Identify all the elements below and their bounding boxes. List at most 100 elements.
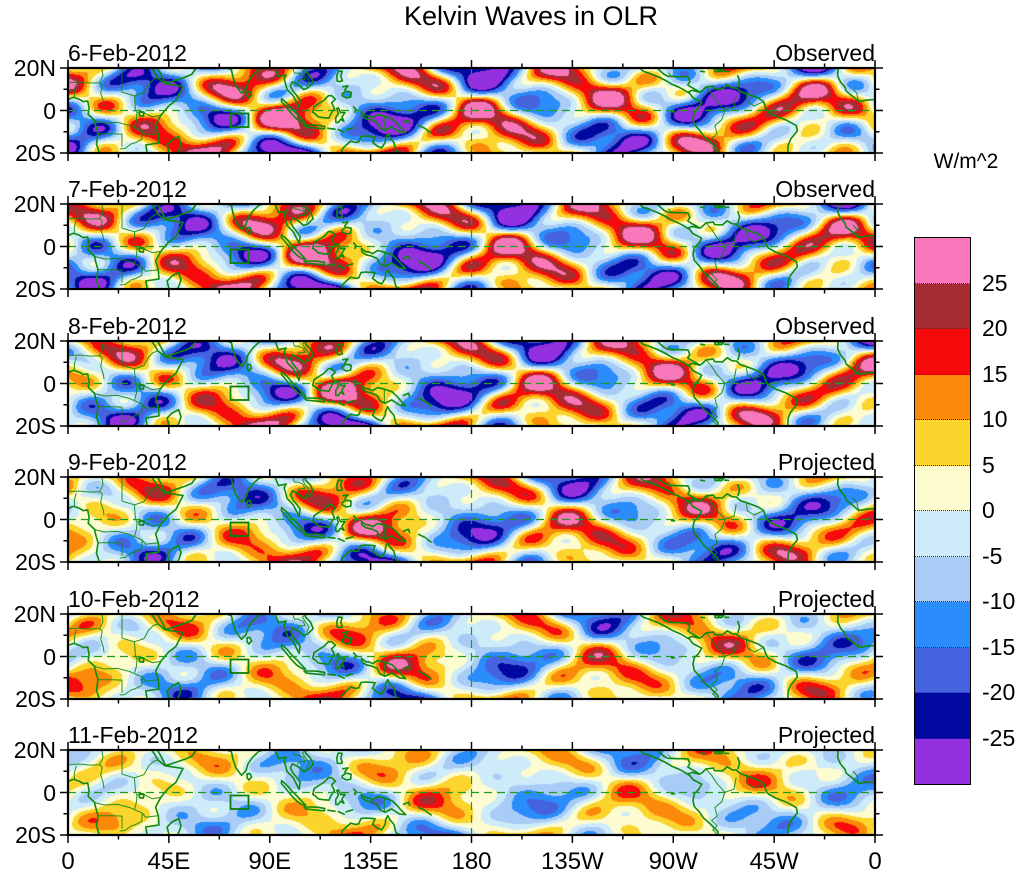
panel-frame — [66, 202, 877, 291]
map-overlay — [60, 333, 883, 434]
y-tick-label: 20S — [15, 413, 56, 439]
reference-box — [229, 794, 250, 810]
map-panel-1: 6-Feb-2012 Observed 20N 0 20S — [14, 40, 883, 165]
x-tick-label: 0 — [61, 848, 75, 875]
map-panel-4: 9-Feb-2012 Projected 20N 0 20S — [14, 449, 883, 574]
colorbar-segment — [915, 602, 970, 648]
y-tick-label: 20N — [13, 464, 56, 490]
y-tick-label: 20N — [13, 601, 56, 627]
x-tick-label: 180 — [451, 848, 492, 875]
panel-date-label: 7-Feb-2012 — [68, 176, 187, 202]
y-tick-label: 0 — [43, 507, 56, 533]
x-tick-label: 90E — [248, 848, 292, 875]
panel-frame — [66, 339, 877, 428]
panel-date-label: 9-Feb-2012 — [68, 449, 187, 475]
y-tick-label: 0 — [43, 234, 56, 260]
y-tick-label: 20N — [13, 191, 56, 217]
coastlines — [67, 67, 876, 154]
colorbar-tick-label: 20 — [982, 315, 1008, 341]
y-tick-label: 20N — [13, 55, 56, 81]
panel-mode-label: Projected — [777, 722, 875, 748]
y-tick-label: 20N — [13, 328, 56, 354]
map-overlay — [60, 60, 883, 161]
colorbar-tick-label: 10 — [982, 406, 1008, 432]
reference-box — [229, 521, 250, 537]
y-tick-label: 20S — [15, 686, 56, 712]
reference-box — [229, 248, 250, 264]
x-tick-label: 135E — [342, 848, 399, 875]
reference-box — [229, 385, 250, 401]
colorbar-segment — [915, 238, 970, 284]
reference-box — [229, 112, 250, 128]
colorbar — [914, 237, 971, 785]
reference-box — [229, 658, 250, 674]
colorbar-segment — [915, 374, 970, 420]
colorbar-segment — [915, 647, 970, 693]
chart-title: Kelvin Waves in OLR — [403, 1, 659, 31]
panel-date-label: 6-Feb-2012 — [68, 40, 187, 66]
panel-mode-label: Projected — [777, 449, 875, 475]
map-overlay — [60, 606, 883, 707]
x-tick-label: 0 — [868, 848, 882, 875]
colorbar-segment — [915, 738, 970, 784]
coastlines — [67, 476, 876, 563]
panel-date-label: 10-Feb-2012 — [68, 586, 200, 612]
y-tick-label: 0 — [43, 644, 56, 670]
y-tick-label: 0 — [43, 780, 56, 806]
panel-mode-label: Observed — [775, 313, 875, 339]
coastlines — [67, 613, 876, 700]
colorbar-tick-label: -20 — [982, 679, 1016, 705]
y-tick-label: 20S — [15, 276, 56, 302]
colorbar-units-label: W/m^2 — [933, 150, 999, 173]
panel-frame — [66, 66, 877, 155]
country-borders — [67, 613, 860, 700]
colorbar-segment — [915, 283, 970, 329]
map-panel-6: 11-Feb-2012 Projected 20N 0 20S — [14, 722, 883, 847]
colorbar-tick-label: -5 — [982, 542, 1003, 569]
map-panel-5: 10-Feb-2012 Projected 20N 0 20S — [14, 586, 883, 711]
x-tick-label: 90W — [648, 848, 698, 875]
colorbar-segment — [915, 511, 970, 557]
y-tick-label: 0 — [43, 371, 56, 397]
colorbar-tick-label: -15 — [982, 633, 1016, 660]
map-overlay — [60, 196, 883, 297]
y-tick-label: 0 — [43, 98, 56, 124]
panel-mode-label: Observed — [775, 176, 875, 202]
country-borders — [67, 203, 860, 290]
colorbar-segment — [915, 420, 970, 466]
panel-date-label: 11-Feb-2012 — [68, 722, 198, 748]
map-panel-2: 7-Feb-2012 Observed 20N 0 20S — [14, 176, 883, 301]
colorbar-tick-label: -10 — [982, 588, 1016, 614]
country-borders — [67, 749, 860, 836]
y-tick-label: 20S — [15, 140, 56, 166]
colorbar-tick-label: 5 — [982, 451, 995, 478]
x-tick-label: 45E — [147, 848, 191, 875]
y-tick-label: 20N — [13, 737, 56, 763]
colorbar-tick-label: 25 — [982, 269, 1008, 296]
map-overlay — [60, 469, 883, 570]
colorbar-tick-label: 15 — [982, 360, 1008, 387]
panel-mode-label: Observed — [775, 40, 875, 66]
coastlines — [67, 203, 876, 290]
colorbar-segment — [915, 465, 970, 511]
coastlines — [67, 340, 876, 427]
map-overlay — [60, 742, 883, 843]
y-tick-label: 20S — [15, 822, 56, 848]
panel-date-label: 8-Feb-2012 — [68, 313, 187, 339]
colorbar-segment — [915, 329, 970, 375]
colorbar-segment — [915, 556, 970, 602]
country-borders — [67, 340, 860, 427]
colorbar-tick-label: -25 — [982, 724, 1016, 751]
colorbar-segment — [915, 693, 970, 739]
y-tick-label: 20S — [15, 549, 56, 575]
panel-mode-label: Projected — [777, 586, 875, 612]
x-tick-label: 45W — [749, 848, 799, 875]
map-panel-3: 8-Feb-2012 Observed 20N 0 20S — [14, 313, 883, 438]
colorbar-tick-label: 0 — [982, 497, 995, 523]
country-borders — [67, 476, 860, 563]
x-tick-label: 135W — [541, 848, 604, 875]
panel-frame — [66, 612, 877, 701]
panel-frame — [66, 475, 877, 564]
coastlines — [67, 749, 876, 836]
